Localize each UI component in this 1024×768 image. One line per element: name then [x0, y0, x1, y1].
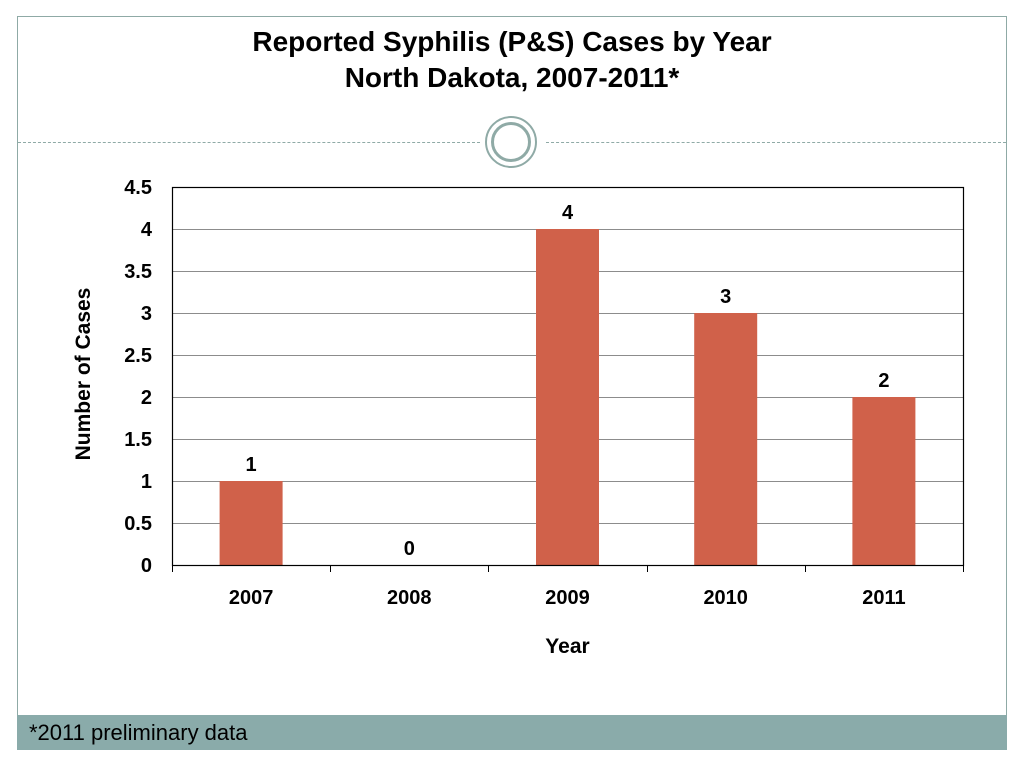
title-line-1: Reported Syphilis (P&S) Cases by Year: [252, 26, 772, 57]
x-axis-title: Year: [545, 635, 589, 658]
bar-2007: [219, 481, 283, 565]
bar-2010: [694, 313, 758, 565]
y-tick-label-1: 0.5: [124, 513, 152, 535]
data-label-2010: 3: [720, 286, 731, 308]
y-tick-label-2: 1: [141, 471, 152, 493]
y-tick-label-4: 2: [141, 387, 152, 409]
x-tick-label-2008: 2008: [387, 587, 432, 609]
x-tick-label-2010: 2010: [703, 587, 748, 609]
title-divider-right: [546, 142, 1006, 143]
title-line-2: North Dakota, 2007-2011*: [344, 62, 680, 93]
y-tick-label-9: 4.5: [124, 177, 152, 199]
x-tick-label-2009: 2009: [545, 587, 590, 609]
plot-area-frame: [171, 186, 965, 567]
y-tick-label-0: 0: [141, 555, 152, 577]
y-tick-label-7: 3.5: [124, 261, 152, 283]
y-tick-label-6: 3: [141, 303, 152, 325]
y-tick-label-5: 2.5: [124, 345, 152, 367]
data-label-2007: 1: [246, 454, 257, 476]
chart-title: Reported Syphilis (P&S) Cases by Year No…: [0, 24, 1024, 96]
x-tick-label-2007: 2007: [229, 587, 274, 609]
bar-2009: [536, 229, 599, 565]
title-divider-left: [18, 142, 480, 143]
data-label-2009: 4: [562, 202, 574, 224]
circle-ornament-inner: [491, 122, 531, 162]
circle-ornament-icon: [485, 116, 537, 168]
footnote: *2011 preliminary data: [29, 720, 248, 745]
x-tick-label-2011: 2011: [862, 587, 905, 609]
data-label-2008: 0: [404, 538, 415, 560]
bar-2011: [852, 397, 916, 565]
footer-bar: *2011 preliminary data: [17, 715, 1007, 750]
y-tick-label-8: 4: [141, 219, 153, 241]
y-tick-label-3: 1.5: [124, 429, 152, 451]
y-axis-title: Number of Cases: [72, 288, 95, 461]
data-label-2011: 2: [878, 370, 889, 392]
